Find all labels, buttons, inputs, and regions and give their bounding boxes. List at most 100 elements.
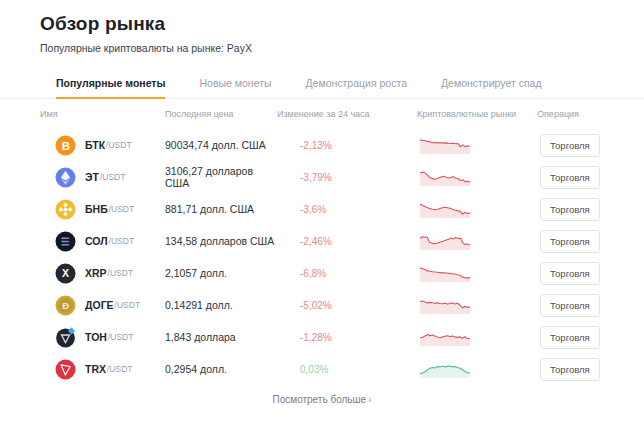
table-row: X XRP/USDT 2,1057 долл. -6,8% Торговля (40, 257, 604, 289)
tab-new-coins[interactable]: Новые монеты (199, 77, 271, 98)
ton-icon (55, 327, 76, 348)
sparkline-chart (417, 200, 537, 218)
coin-name-cell: ТОН/USDT (40, 327, 165, 348)
xrp-icon: X (55, 263, 76, 284)
sparkline-chart (417, 328, 537, 346)
coin-symbol: ТОН (85, 331, 107, 343)
last-price: 2,1057 долл. (165, 267, 277, 279)
table-row: ЭТ/USDT 3106,27 долларов США -3,79% Торг… (40, 161, 604, 193)
trade-button[interactable]: Торговля (540, 326, 600, 349)
coin-pair: /USDT (108, 268, 134, 278)
change-24h: -6,8% (277, 268, 417, 279)
last-price: 0,2954 долл. (165, 363, 277, 375)
bnb-icon (55, 199, 76, 220)
sparkline-chart (417, 360, 537, 378)
svg-text:B: B (62, 139, 70, 151)
trx-icon (55, 359, 76, 380)
coin-pair: /USDT (107, 364, 133, 374)
coin-pair: /USDT (100, 172, 126, 182)
tab-showing-decline[interactable]: Демонстрирует спад (441, 77, 542, 98)
tab-showing-growth[interactable]: Демонстрация роста (306, 77, 408, 98)
table-row: TRX/USDT 0,2954 долл. 0,03% Торговля (40, 353, 604, 385)
change-24h: -5,02% (277, 300, 417, 311)
trade-button[interactable]: Торговля (540, 262, 600, 285)
column-header-price: Последняя цена (165, 109, 277, 119)
change-24h: -2,46% (277, 236, 417, 247)
coin-name-cell: X XRP/USDT (40, 263, 165, 284)
coin-name-cell: СОЛ/USDT (40, 231, 165, 252)
last-price: 3106,27 долларов США (165, 165, 277, 189)
change-24h: -3,79% (277, 172, 417, 183)
table-row: СОЛ/USDT 134,58 долларов США -2,46% Торг… (40, 225, 604, 257)
table-row: БНБ/USDT 881,71 долл. США -3,6% Торговля (40, 193, 604, 225)
operation-cell: Торговля (537, 134, 604, 157)
doge-icon: Đ (55, 295, 76, 316)
table-row: ТОН/USDT 1,843 доллара -1,28% Торговля (40, 321, 604, 353)
column-header-markets: Криптовалютные рынки (417, 109, 537, 119)
svg-text:X: X (62, 267, 69, 279)
column-header-name: Имя (40, 109, 165, 119)
page-header: Обзор рынка Популярные криптовалюты на р… (0, 0, 644, 54)
coin-name-cell: БНБ/USDT (40, 199, 165, 220)
market-overview-page: Обзор рынка Популярные криптовалюты на р… (0, 0, 644, 422)
last-price: 1,843 доллара (165, 331, 277, 343)
coin-symbol: БТК (85, 139, 105, 151)
coin-symbol: ЭТ (85, 171, 99, 183)
trade-button[interactable]: Торговля (540, 358, 600, 381)
coin-pair: /USDT (106, 140, 132, 150)
change-24h: -3,6% (277, 204, 417, 215)
sparkline-chart (417, 296, 537, 314)
table-row: B БТК/USDT 90034,74 долл. США -2,13% Тор… (40, 129, 604, 161)
column-header-change: Изменение за 24 часа (277, 109, 417, 119)
see-more-label: Посмотреть больше (273, 394, 367, 405)
operation-cell: Торговля (537, 166, 604, 189)
see-more-link[interactable]: Посмотреть больше› (0, 394, 644, 405)
coin-name-cell: TRX/USDT (40, 359, 165, 380)
coin-symbol: ДОГЕ (85, 299, 114, 311)
coins-table: Имя Последняя цена Изменение за 24 часа … (0, 99, 644, 385)
coin-symbol: БНБ (85, 203, 108, 215)
tab-bar: Популярные монеты Новые монеты Демонстра… (0, 77, 644, 99)
operation-cell: Торговля (537, 358, 604, 381)
coin-name-cell: ЭТ/USDT (40, 167, 165, 188)
btc-icon: B (55, 135, 76, 156)
operation-cell: Торговля (537, 230, 604, 253)
coin-pair: /USDT (115, 300, 141, 310)
table-body: B БТК/USDT 90034,74 долл. США -2,13% Тор… (40, 129, 604, 385)
sparkline-chart (417, 264, 537, 282)
sparkline-chart (417, 232, 537, 250)
coin-pair: /USDT (109, 204, 135, 214)
chevron-right-icon: › (368, 394, 371, 405)
sol-icon (55, 231, 76, 252)
operation-cell: Торговля (537, 294, 604, 317)
page-subtitle: Популярные криптовалюты на рынке: PayX (40, 42, 644, 54)
coin-name-cell: B БТК/USDT (40, 135, 165, 156)
last-price: 0,14291 долл. (165, 299, 277, 311)
sparkline-chart (417, 136, 537, 154)
coin-name-cell: Đ ДОГЕ/USDT (40, 295, 165, 316)
change-24h: -2,13% (277, 140, 417, 151)
change-24h: -1,28% (277, 332, 417, 343)
page-title: Обзор рынка (40, 13, 644, 35)
trade-button[interactable]: Торговля (540, 166, 600, 189)
operation-cell: Торговля (537, 198, 604, 221)
last-price: 90034,74 долл. США (165, 139, 277, 151)
coin-symbol: TRX (85, 363, 106, 375)
last-price: 881,71 долл. США (165, 203, 277, 215)
trade-button[interactable]: Торговля (540, 294, 600, 317)
tab-popular-coins[interactable]: Популярные монеты (56, 77, 165, 98)
coin-symbol: XRP (85, 267, 107, 279)
column-header-operation: Операция (537, 109, 604, 119)
eth-icon (55, 167, 76, 188)
coin-pair: /USDT (109, 236, 135, 246)
coin-symbol: СОЛ (85, 235, 108, 247)
sparkline-chart (417, 168, 537, 186)
table-row: Đ ДОГЕ/USDT 0,14291 долл. -5,02% Торговл… (40, 289, 604, 321)
change-24h: 0,03% (277, 364, 417, 375)
trade-button[interactable]: Торговля (540, 230, 600, 253)
svg-text:Đ: Đ (62, 300, 69, 311)
trade-button[interactable]: Торговля (540, 198, 600, 221)
last-price: 134,58 долларов США (165, 235, 277, 247)
trade-button[interactable]: Торговля (540, 134, 600, 157)
operation-cell: Торговля (537, 262, 604, 285)
